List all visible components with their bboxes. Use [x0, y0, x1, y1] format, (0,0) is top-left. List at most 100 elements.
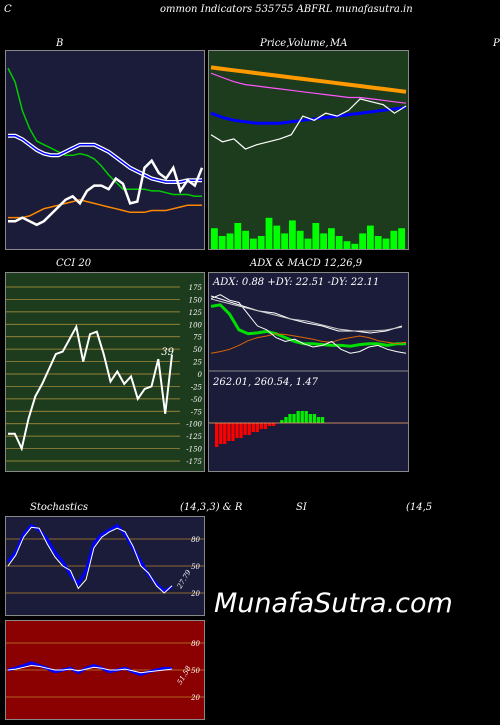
macd-hist-bar — [292, 414, 296, 423]
macd-hist-bar — [223, 423, 227, 444]
cci-tick-label: -150 — [186, 446, 202, 454]
volume-bar — [211, 228, 218, 249]
adx-macd-chart — [209, 294, 408, 447]
bb-series-0 — [7, 67, 202, 198]
macd-hist-bar — [247, 423, 251, 435]
volume-bar — [398, 228, 405, 249]
macd-hist-bar — [304, 411, 308, 423]
si-panel: 80 50 20 51.58 — [5, 620, 205, 720]
volume-bar — [250, 238, 257, 249]
volume-bar — [281, 233, 288, 249]
cci-tick-label: -100 — [186, 421, 202, 429]
volume-bar — [359, 233, 366, 249]
macd-hist-bar — [215, 423, 219, 447]
macd-hist-bar — [300, 411, 304, 423]
volume-bar — [382, 238, 390, 249]
macd-values: 262.01, 260.54, 1.47 — [213, 377, 318, 388]
stoch-title-1: Stochastics — [30, 502, 88, 513]
adx-minus-di — [210, 333, 407, 354]
adx-line — [210, 294, 407, 354]
si-title-2: (14,5 — [406, 502, 433, 513]
cci-tick-label: 125 — [189, 309, 203, 317]
cci-tick-label: -175 — [186, 458, 202, 466]
adx-plus-di — [210, 303, 406, 348]
macd-hist-bar — [219, 423, 223, 444]
volume-bar — [304, 238, 312, 249]
volume-bar — [328, 228, 335, 249]
price-series-1 — [210, 72, 407, 104]
bb-series-3 — [8, 158, 204, 227]
macd-hist-bar — [296, 411, 300, 423]
volume-bar — [296, 230, 304, 249]
volume-bar — [367, 225, 374, 249]
volume-bar — [390, 230, 398, 249]
volume-bar — [265, 217, 273, 249]
macd-hist-bar — [288, 414, 292, 423]
volume-bar — [242, 230, 249, 249]
price-series-3 — [210, 98, 407, 150]
stoch-tick-label: 20 — [190, 590, 200, 598]
macd-hist-bar — [320, 417, 325, 423]
stoch-tick-label: 80 — [191, 536, 200, 544]
si-value-label: 51.58 — [176, 664, 193, 686]
volume-bar — [273, 225, 281, 249]
adx-values: ADX: 0.88 +DY: 22.51 -DY: 22.11 — [213, 277, 380, 288]
cci-tick-label: -50 — [191, 396, 203, 404]
cci-value-label: 39 — [161, 347, 174, 358]
header-corner-letter: C — [4, 4, 12, 15]
volume-bar — [218, 236, 226, 249]
cci-line — [8, 323, 173, 452]
cci-tick-label: -25 — [191, 383, 203, 391]
macd-hist-bar — [243, 423, 247, 435]
volume-bar — [312, 223, 320, 249]
si-tick-label: 20 — [190, 694, 200, 702]
cci-tick-label: 100 — [189, 321, 203, 329]
bollinger-chart — [7, 67, 204, 227]
stoch-series-1 — [7, 526, 173, 594]
cci-title: CCI 20 — [56, 258, 92, 269]
bb-title: B — [56, 38, 64, 49]
stoch-title-2: (14,3,3) & R — [180, 502, 243, 513]
header-title: ommon Indicators 535755 ABFRL munafasutr… — [160, 4, 413, 15]
macd-hist-bar — [231, 423, 235, 441]
stochastics-panel: 80 50 20 27.79 — [5, 516, 205, 616]
cci-tick-label: -125 — [186, 433, 202, 441]
cci-tick-label: 150 — [189, 296, 203, 304]
price-series-0 — [210, 65, 407, 94]
adx-macd-panel: ADX: 0.88 +DY: 22.51 -DY: 22.11 262.01, … — [208, 272, 409, 472]
stoch-value-label: 27.79 — [175, 568, 193, 591]
volume-bar — [257, 236, 265, 249]
volume-bar — [289, 220, 296, 249]
cci-tick-label: 0 — [198, 371, 203, 379]
volume-bar — [234, 223, 242, 249]
price-title-3: MA — [330, 38, 348, 49]
macd-hist-bar — [312, 414, 317, 423]
macd-hist-bar — [255, 423, 259, 432]
macd-hist-bar — [227, 423, 231, 441]
price-chart — [210, 65, 407, 249]
price-title-2: Volume, — [288, 38, 329, 49]
volume-bar — [351, 243, 359, 249]
stoch-tick-label: 50 — [191, 563, 200, 571]
volume-bar — [335, 236, 343, 249]
macd-signal-line — [210, 298, 403, 332]
macd-hist-bar — [268, 423, 272, 426]
cci-tick-label: 75 — [193, 334, 202, 342]
si-tick-label: 80 — [191, 640, 200, 648]
cci-tick-label: 50 — [193, 346, 202, 354]
price-series-2 — [210, 106, 407, 125]
macd-hist-bar — [280, 420, 284, 423]
price-edge-letter: P — [493, 38, 500, 49]
bb-series-1 — [8, 135, 202, 183]
si-series-1 — [7, 664, 173, 674]
si-series-0 — [7, 661, 173, 677]
macd-hist-bar — [235, 423, 239, 438]
price-title-1: Price, — [260, 38, 290, 49]
si-title-1: SI — [296, 502, 307, 513]
adx-title: ADX & MACD 12,26,9 — [250, 258, 363, 269]
cci-tick-label: -75 — [191, 408, 203, 416]
macd-line — [210, 295, 403, 334]
macd-hist-bar — [263, 423, 268, 429]
macd-hist-bar — [239, 423, 243, 438]
